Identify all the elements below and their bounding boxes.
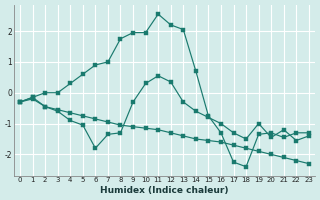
X-axis label: Humidex (Indice chaleur): Humidex (Indice chaleur): [100, 186, 229, 195]
